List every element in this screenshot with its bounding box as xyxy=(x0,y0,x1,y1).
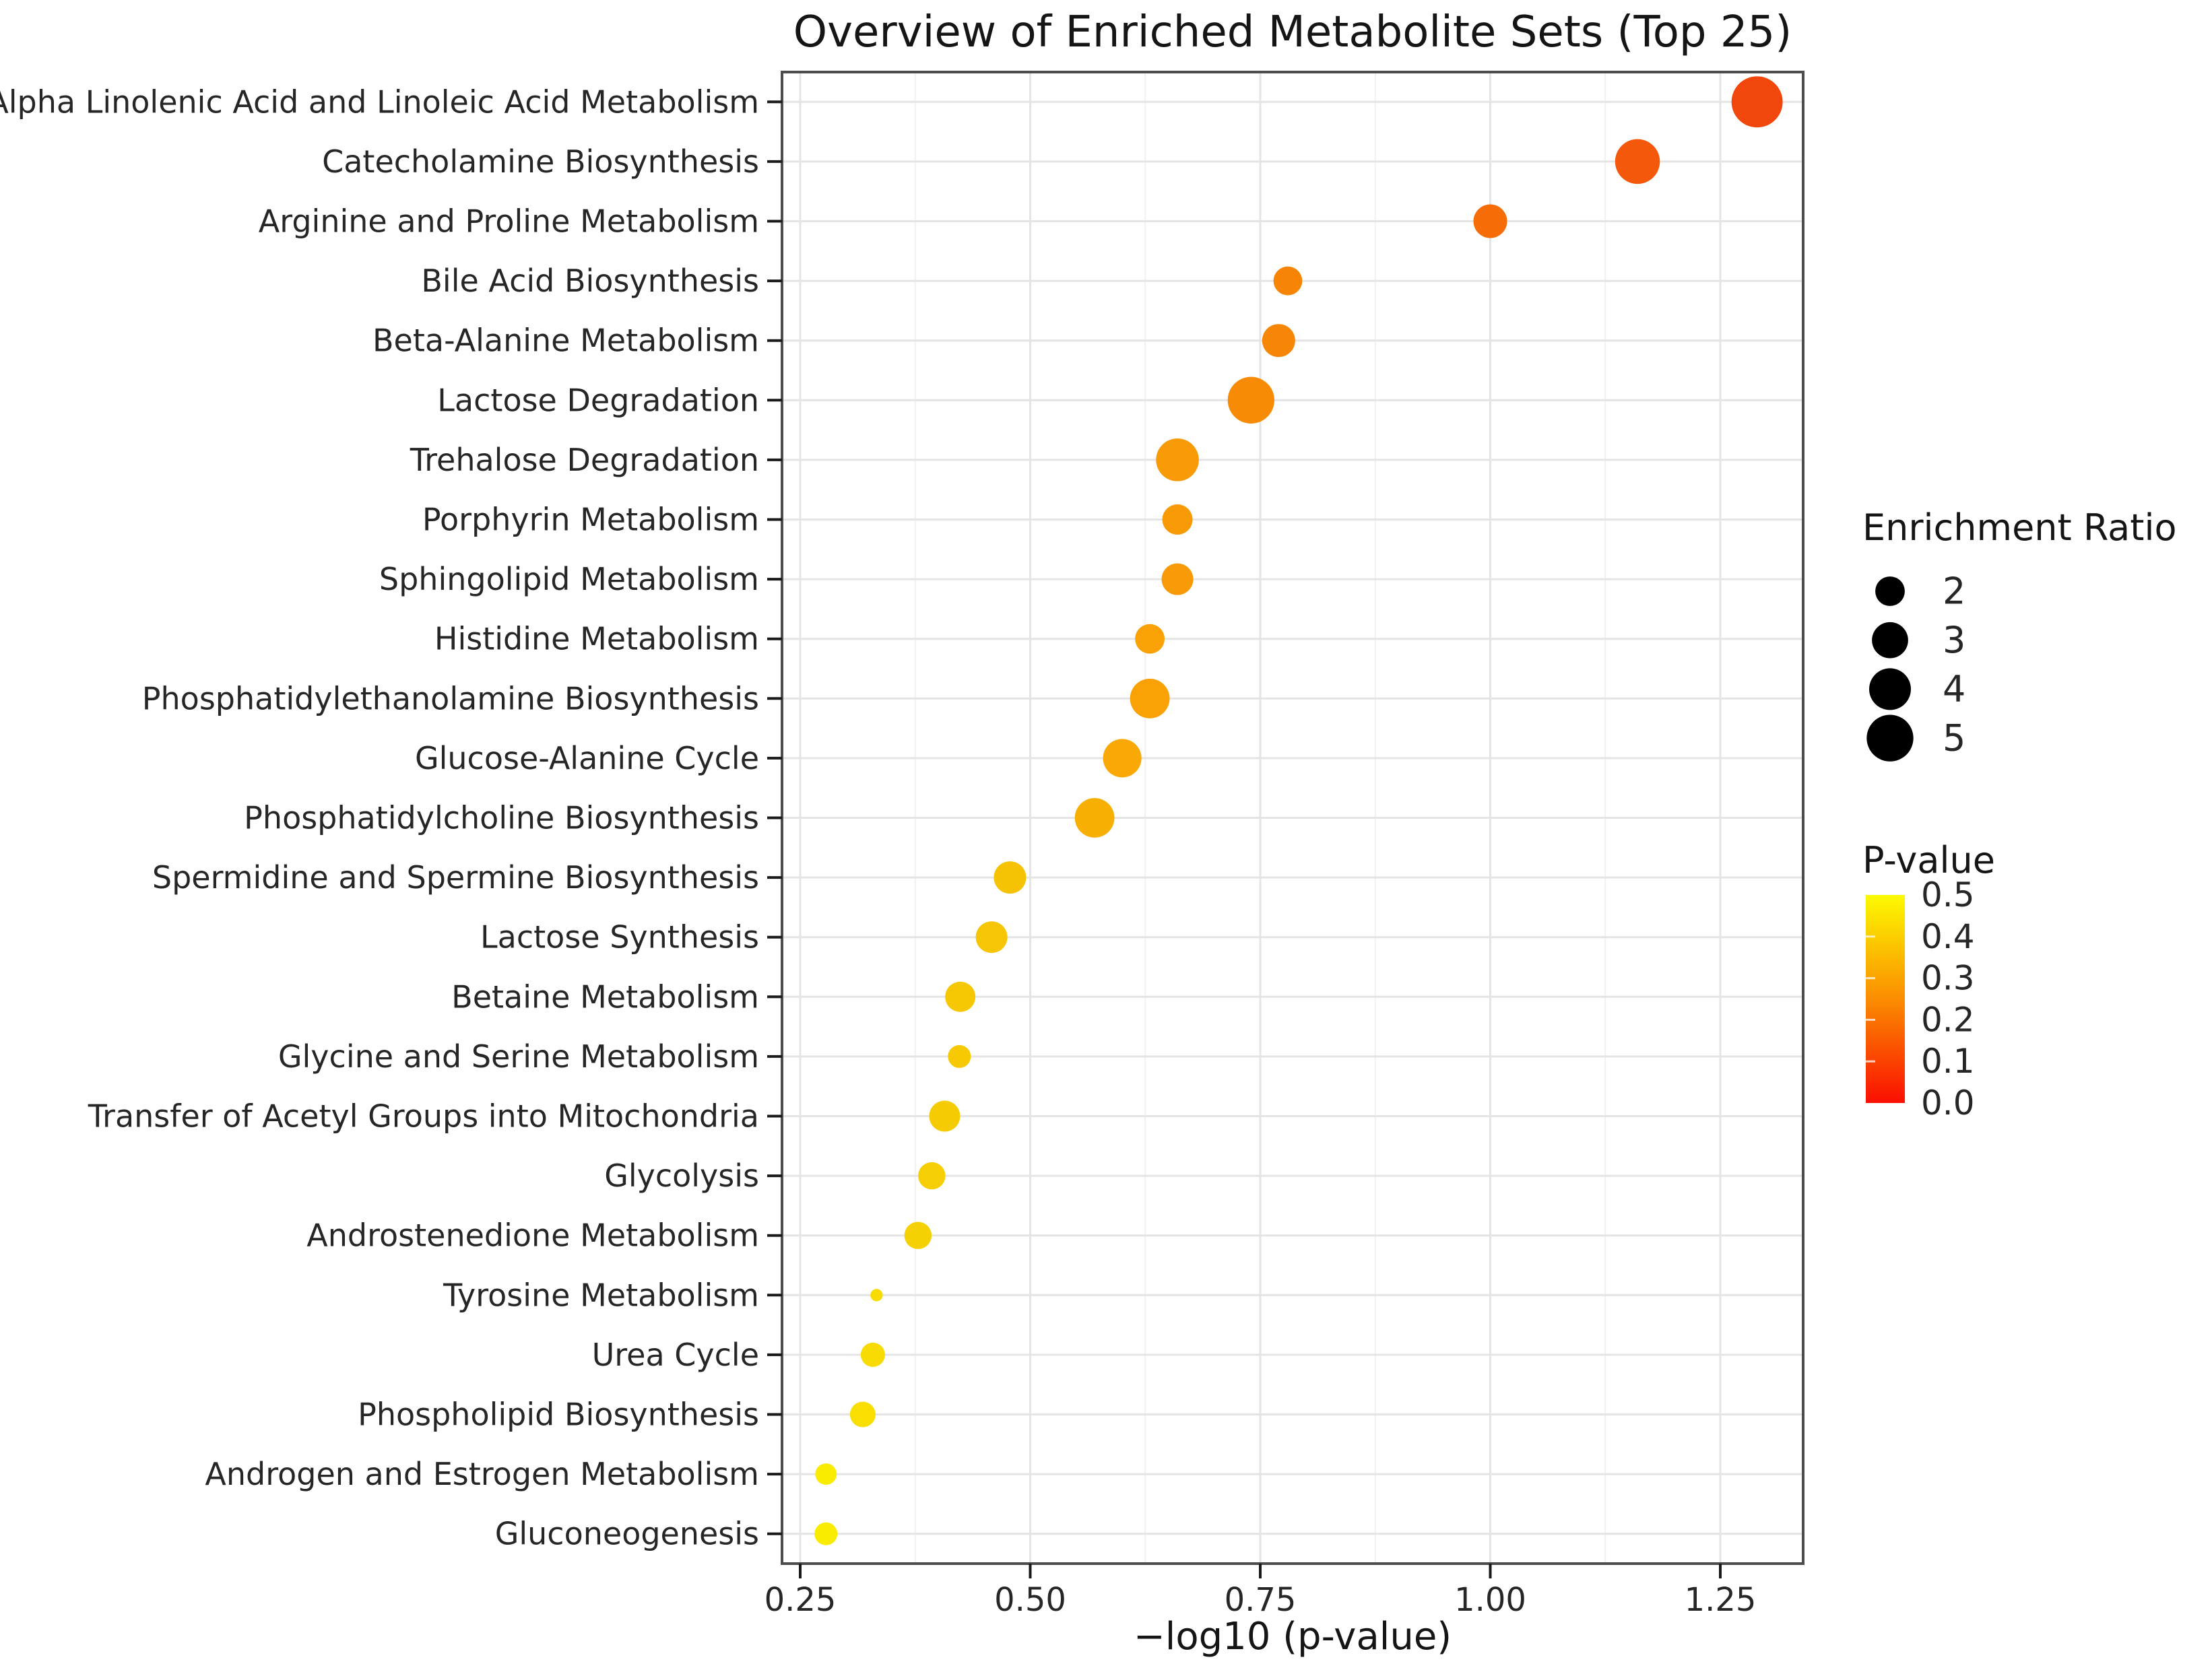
y-axis-label: Betaine Metabolism xyxy=(451,978,759,1015)
y-axis-label: Spermidine and Spermine Biosynthesis xyxy=(152,859,759,896)
y-axis-label: Histidine Metabolism xyxy=(434,621,759,657)
data-point xyxy=(948,1044,971,1068)
data-point xyxy=(1227,376,1274,424)
data-point xyxy=(929,1100,961,1132)
y-axis-label: Glycine and Serine Metabolism xyxy=(278,1038,759,1075)
color-legend-label: 0.5 xyxy=(1921,875,1975,914)
data-point xyxy=(1162,504,1193,535)
y-axis-label: Lactose Synthesis xyxy=(480,919,759,956)
data-point xyxy=(860,1342,885,1367)
plot-panel: 0.25 0.50 0.75 1.00 1.25 Alpha Linolenic Acid… xyxy=(0,71,1804,1619)
data-point xyxy=(1130,678,1170,719)
y-axis-label: Androgen and Estrogen Metabolism xyxy=(205,1456,759,1492)
y-axis-label: Lactose Degradation xyxy=(437,382,759,418)
data-point xyxy=(945,981,976,1012)
x-tick-label: 1.25 xyxy=(1685,1581,1757,1619)
data-point xyxy=(1161,563,1194,595)
y-axis-label: Phospholipid Biosynthesis xyxy=(358,1397,759,1433)
data-point xyxy=(815,1463,837,1485)
size-legend-dot xyxy=(1872,622,1908,659)
color-legend: 0.50.40.30.20.10.0 xyxy=(1866,875,1975,1123)
size-legend-label: 4 xyxy=(1943,668,1965,710)
y-axis-label: Androstenedione Metabolism xyxy=(306,1217,759,1254)
data-point xyxy=(814,1522,838,1545)
data-point xyxy=(1156,438,1199,481)
y-axis-label: Sphingolipid Metabolism xyxy=(379,561,759,597)
y-axis-label: Phosphatidylethanolamine Biosynthesis xyxy=(142,680,759,716)
size-legend-label: 5 xyxy=(1943,717,1965,760)
data-point xyxy=(1273,266,1303,296)
data-point xyxy=(1615,139,1660,185)
data-point xyxy=(870,1289,883,1302)
color-legend-label: 0.4 xyxy=(1921,917,1975,956)
size-legend-dot xyxy=(1866,714,1914,762)
y-axis-label: Glucose-Alanine Cycle xyxy=(415,740,759,776)
x-tick-label: 0.50 xyxy=(994,1581,1066,1619)
data-point xyxy=(918,1162,946,1190)
data-point xyxy=(994,861,1027,894)
data-point xyxy=(904,1222,932,1249)
size-legend: 2 3 4 5 xyxy=(1866,570,1965,762)
y-axis-label: Phosphatidylcholine Biosynthesis xyxy=(244,800,759,836)
y-axis-label: Transfer of Acetyl Groups into Mitochond… xyxy=(88,1098,759,1135)
color-legend-title: P-value xyxy=(1862,839,1995,881)
y-axis-label: Catecholamine Biosynthesis xyxy=(322,143,759,180)
data-point xyxy=(1103,739,1142,778)
data-point xyxy=(1262,324,1295,358)
data-point xyxy=(975,921,1008,954)
data-point xyxy=(849,1401,876,1428)
y-axis-label: Gluconeogenesis xyxy=(495,1516,759,1552)
color-legend-gradient-bar xyxy=(1866,895,1905,1103)
color-legend-label: 0.1 xyxy=(1921,1042,1975,1081)
color-legend-label: 0.0 xyxy=(1921,1083,1975,1123)
size-legend-label: 3 xyxy=(1943,619,1965,661)
y-axis-label: Beta-Alanine Metabolism xyxy=(372,323,759,359)
data-point xyxy=(1074,798,1115,838)
y-axis-label: Bile Acid Biosynthesis xyxy=(421,263,759,299)
color-legend-label: 0.3 xyxy=(1921,959,1975,998)
x-tick-label: 1.00 xyxy=(1454,1581,1526,1619)
x-tick-label: 0.25 xyxy=(765,1581,837,1619)
data-point xyxy=(1731,76,1783,128)
color-legend-label: 0.2 xyxy=(1921,1000,1975,1039)
y-axis-label: Alpha Linolenic Acid and Linoleic Acid M… xyxy=(0,84,759,120)
size-legend-title: Enrichment Ratio xyxy=(1862,506,2177,549)
y-axis-label: Trehalose Degradation xyxy=(410,442,759,478)
data-point xyxy=(1473,204,1507,238)
chart-title: Overview of Enriched Metabolite Sets (To… xyxy=(793,7,1792,57)
y-axis-label: Arginine and Proline Metabolism xyxy=(259,203,759,240)
size-legend-dot xyxy=(1875,576,1905,606)
size-legend-label: 2 xyxy=(1943,570,1965,613)
size-legend-dot xyxy=(1869,668,1911,710)
x-tick-label: 0.75 xyxy=(1225,1581,1297,1619)
y-axis-label: Urea Cycle xyxy=(592,1337,759,1373)
x-axis-title: −log10 (p-value) xyxy=(1133,1615,1452,1659)
y-axis-label: Glycolysis xyxy=(604,1158,759,1194)
y-axis-label: Tyrosine Metabolism xyxy=(443,1277,759,1313)
data-point xyxy=(1135,624,1165,654)
y-axis-label: Porphyrin Metabolism xyxy=(422,502,759,538)
